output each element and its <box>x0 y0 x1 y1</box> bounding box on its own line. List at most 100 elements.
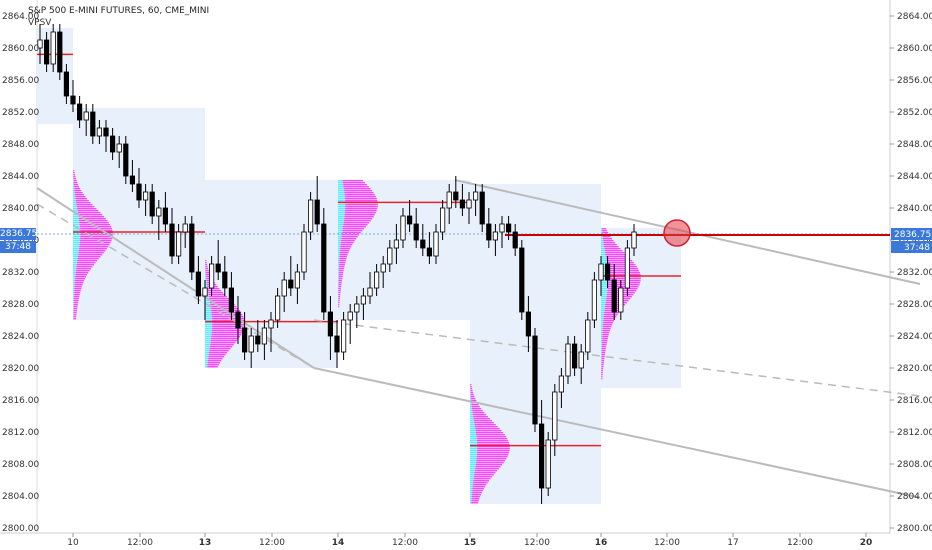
candle-body[interactable] <box>552 391 558 441</box>
candle-body[interactable] <box>354 303 360 313</box>
candle-body[interactable] <box>512 231 518 249</box>
candle-body[interactable] <box>248 335 254 353</box>
volume-bar-up <box>476 456 508 458</box>
candle-body[interactable] <box>479 191 485 225</box>
candle-body[interactable] <box>129 175 135 185</box>
candle-body[interactable] <box>321 223 327 313</box>
candle-body[interactable] <box>77 103 83 121</box>
candle-body[interactable] <box>50 31 56 65</box>
candle-body[interactable] <box>426 247 433 257</box>
candle-body[interactable] <box>123 143 129 177</box>
candle-body[interactable] <box>182 223 188 233</box>
candle-body[interactable] <box>241 327 248 353</box>
candle-body[interactable] <box>281 279 287 297</box>
candle-body[interactable] <box>387 247 393 265</box>
candle-body[interactable] <box>110 135 116 153</box>
candle-body[interactable] <box>228 287 234 313</box>
candle-body[interactable] <box>261 327 268 345</box>
candle-body[interactable] <box>631 231 637 249</box>
candle-body[interactable] <box>585 319 591 353</box>
candle-body[interactable] <box>90 111 96 137</box>
candle-body[interactable] <box>446 191 452 209</box>
candle-body[interactable] <box>519 247 525 313</box>
candle-body[interactable] <box>222 271 228 289</box>
candle-body[interactable] <box>486 223 492 241</box>
volume-bar-down <box>338 268 340 270</box>
candle-body[interactable] <box>439 207 446 233</box>
candle-body[interactable] <box>340 319 347 353</box>
candle-body[interactable] <box>459 199 466 209</box>
candle-body[interactable] <box>400 215 406 241</box>
candle-body[interactable] <box>63 71 69 97</box>
candle-body[interactable] <box>175 231 182 257</box>
candle-body[interactable] <box>591 279 598 321</box>
candle-body[interactable] <box>558 375 565 393</box>
candle-body[interactable] <box>539 423 545 489</box>
candle-body[interactable] <box>208 263 215 289</box>
candle-body[interactable] <box>413 223 419 241</box>
candle-body[interactable] <box>598 263 604 281</box>
candle-body[interactable] <box>433 231 439 257</box>
candle-body[interactable] <box>37 39 43 49</box>
candle-body[interactable] <box>202 287 208 297</box>
candle-body[interactable] <box>255 335 261 345</box>
candle-body[interactable] <box>142 191 149 201</box>
candle-body[interactable] <box>268 319 274 329</box>
candle-body[interactable] <box>149 191 155 217</box>
candle-body[interactable] <box>505 223 512 233</box>
candle-body[interactable] <box>472 191 479 201</box>
candle-body[interactable] <box>307 199 314 233</box>
candle-body[interactable] <box>70 95 76 105</box>
candle-body[interactable] <box>44 39 50 65</box>
candle-body[interactable] <box>373 271 380 289</box>
candle-body[interactable] <box>169 223 175 257</box>
candle-body[interactable] <box>288 279 294 289</box>
candle-body[interactable] <box>347 311 353 321</box>
candle-body[interactable] <box>545 439 551 489</box>
candle-body[interactable] <box>380 263 386 273</box>
candle-body[interactable] <box>189 223 195 273</box>
indicator-label[interactable]: VPSV <box>28 18 52 28</box>
candle-body[interactable] <box>215 263 221 273</box>
candle-body[interactable] <box>156 207 162 217</box>
candle-body[interactable] <box>83 111 89 121</box>
candle-body[interactable] <box>572 343 578 369</box>
candle-body[interactable] <box>367 287 373 297</box>
candle-body[interactable] <box>624 247 631 289</box>
volume-bar-down <box>338 282 339 284</box>
candle-body[interactable] <box>578 351 584 369</box>
candle-body[interactable] <box>532 335 538 425</box>
candle-body[interactable] <box>57 31 63 73</box>
volume-bar-up <box>602 232 609 234</box>
candle-body[interactable] <box>611 279 617 313</box>
candle-body[interactable] <box>294 271 301 289</box>
candle-body[interactable] <box>162 207 168 225</box>
volume-bar-up <box>339 260 346 262</box>
candle-body[interactable] <box>406 215 413 225</box>
candle-body[interactable] <box>618 287 624 313</box>
candle-body[interactable] <box>393 239 400 249</box>
candle-body[interactable] <box>235 311 241 329</box>
candle-body[interactable] <box>116 143 122 153</box>
candle-body[interactable] <box>605 263 611 281</box>
volume-bar-up <box>339 268 345 270</box>
candle-body[interactable] <box>327 311 334 337</box>
candle-body[interactable] <box>360 295 367 305</box>
candle-body[interactable] <box>565 343 571 377</box>
volume-bar-down <box>73 298 75 300</box>
candle-body[interactable] <box>136 183 142 201</box>
candle-body[interactable] <box>274 295 281 321</box>
candle-body[interactable] <box>334 335 340 353</box>
candle-body[interactable] <box>525 311 532 337</box>
candle-body[interactable] <box>499 223 505 233</box>
candle-body[interactable] <box>96 127 102 137</box>
candle-body[interactable] <box>301 231 307 273</box>
candle-body[interactable] <box>195 271 201 297</box>
candle-body[interactable] <box>314 199 320 225</box>
candle-body[interactable] <box>420 239 426 249</box>
candle-body[interactable] <box>492 231 499 241</box>
candle-body[interactable] <box>453 191 459 201</box>
candle-body[interactable] <box>466 199 472 209</box>
candle-body[interactable] <box>103 127 109 137</box>
